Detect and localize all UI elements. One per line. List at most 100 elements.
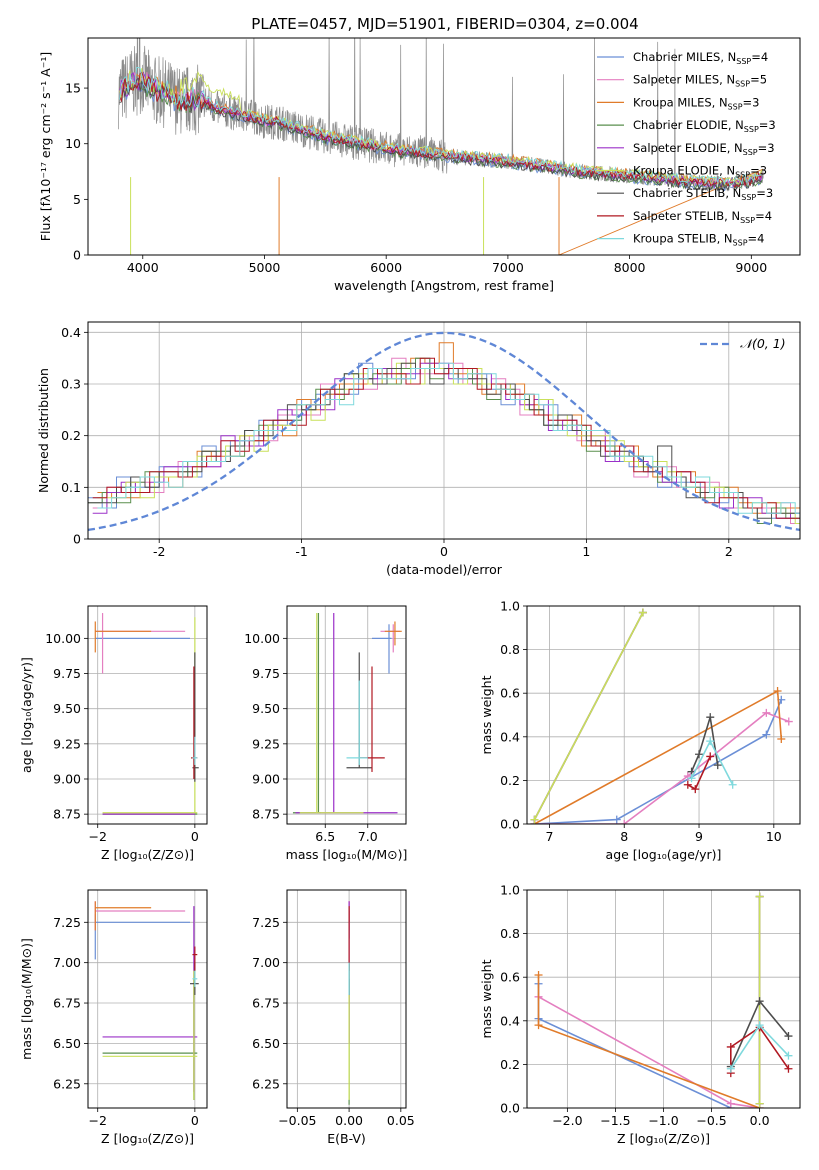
age-vs-mass-panel: 6.5 7.0 8.75 9.00 9.25 9.50 9.75 10.00 mass [log…	[244, 605, 407, 862]
legend-label-value: =3	[750, 164, 767, 178]
weight-marker-kroupa-stelib	[728, 780, 737, 789]
x-tick-label: 1	[582, 544, 590, 559]
y-tick-label: 0.2	[61, 428, 81, 443]
x-tick-label: 7	[545, 829, 553, 844]
y-tick-label: 9.25	[252, 736, 280, 751]
x-tick-label: −1.5	[600, 1113, 630, 1128]
weight-line-kroupa-elodie	[533, 612, 644, 820]
x-tick-label: −0.05	[278, 1113, 316, 1128]
x-axis-label: (data-model)/error	[386, 562, 503, 577]
y-tick-label: 7.00	[252, 955, 280, 970]
legend-label-kroupa-elodie: Kroupa ELODIE, NSSP=3	[633, 164, 767, 180]
legend-label-chabrier-miles: Chabrier MILES, NSSP=4	[633, 50, 768, 66]
legend-label-chabrier-stelib: Chabrier STELIB, NSSP=3	[633, 186, 773, 202]
y-tick-label: 0.2	[500, 773, 520, 788]
legend-label-value: =4	[751, 50, 768, 64]
weight-marker-salpeter-stelib	[691, 785, 700, 794]
histogram-step-salpeter-miles	[92, 357, 800, 524]
legend-label-subscript: SSP	[735, 171, 750, 180]
weight-marker-chabrier-miles	[612, 815, 621, 824]
weight-marker-chabrier-stelib	[706, 713, 715, 722]
y-tick-label: 0.2	[500, 1057, 520, 1072]
y-tick-label: 0.0	[500, 1101, 520, 1116]
y-tick-label: 0.4	[61, 325, 81, 340]
y-tick-label: 6.75	[252, 996, 280, 1011]
mass-vs-metallicity-panel: −2 0 6.25 6.50 6.75 7.00 7.25 Z [log₁₀(Z/Z⊙)] ma…	[19, 889, 208, 1146]
weight-marker-salpeter-miles	[726, 1099, 735, 1108]
model-spectrum-chabrier-stelib	[119, 77, 763, 192]
legend-label-text: Kroupa ELODIE, N	[633, 164, 735, 178]
x-axis-label: Z [log₁₀(Z/Z⊙)]	[617, 1131, 710, 1146]
legend-label-kroupa-stelib: Kroupa STELIB, NSSP=4	[633, 232, 764, 248]
x-tick-label: -2	[153, 544, 165, 559]
model-spectrum-kroupa-stelib	[119, 67, 763, 186]
y-tick-label: 5	[73, 192, 81, 207]
y-tick-label: 8.75	[53, 807, 81, 822]
legend-label-value: =4	[755, 209, 772, 223]
x-tick-label: 9	[695, 829, 703, 844]
plot-frame	[286, 889, 407, 1109]
spectrum-panel: 4000 5000 6000 7000 8000 9000 0 5 10 15 wavelength…	[38, 37, 801, 293]
y-axis-label: mass weight	[479, 675, 494, 754]
x-tick-label: 8000	[614, 260, 646, 275]
y-axis-label: mass weight	[479, 959, 494, 1038]
mass-vs-ebv-panel: −0.05 0.00 0.05 6.25 6.50 6.75 7.00 7.25 E(B-V)	[252, 889, 415, 1146]
y-tick-label: 10	[65, 136, 81, 151]
x-tick-label: 6000	[370, 260, 402, 275]
legend-label-text: Salpeter ELODIE, N	[633, 141, 743, 155]
x-tick-label: 0	[191, 829, 199, 844]
legend-label-salpeter-miles: Salpeter MILES, NSSP=5	[633, 73, 767, 89]
weight-marker-kroupa-miles	[534, 1021, 543, 1030]
weight-marker-chabrier-stelib	[784, 1032, 793, 1041]
y-axis-label: age [log₁₀(age/yr)]	[19, 657, 34, 773]
weight-marker-kroupa-miles	[773, 687, 782, 696]
legend-label-value: =4	[748, 232, 765, 246]
x-axis-label: E(B-V)	[327, 1131, 366, 1146]
legend-label-value: =3	[743, 95, 760, 109]
x-tick-label: 0.0	[750, 1113, 770, 1128]
plot-frame	[286, 605, 407, 825]
weight-marker-salpeter-miles	[784, 717, 793, 726]
y-tick-label: 10.00	[45, 631, 81, 646]
weight-marker-kroupa-elodie	[755, 892, 764, 901]
plot-frame	[87, 605, 208, 825]
weight-marker-salpeter-stelib	[706, 752, 715, 761]
legend-label-value: =5	[750, 73, 767, 87]
y-axis-label: Flux [fλ10⁻¹⁷ erg cm⁻² s⁻¹ A⁻¹]	[38, 52, 53, 241]
x-tick-label: −0.5	[696, 1113, 726, 1128]
y-tick-label: 6.25	[53, 1076, 81, 1091]
x-axis-label: Z [log₁₀(Z/Z⊙)]	[101, 1131, 194, 1146]
weight-marker-kroupa-stelib	[687, 774, 696, 783]
errorbar-plot-area	[292, 613, 402, 814]
y-tick-label: 9.00	[53, 771, 81, 786]
histogram-plot-area	[88, 331, 800, 532]
x-tick-label: −2	[88, 829, 106, 844]
y-tick-label: 0.0	[500, 817, 520, 832]
x-tick-label: -1	[295, 544, 307, 559]
x-tick-label: −2	[88, 1113, 106, 1128]
weight-marker-kroupa-stelib	[755, 1021, 764, 1030]
weight-marker-kroupa-elodie	[638, 608, 647, 617]
y-tick-label: 6.50	[53, 1036, 81, 1051]
y-tick-label: 1.0	[500, 599, 520, 614]
y-tick-label: 10.00	[244, 631, 280, 646]
legend-label-subscript: SSP	[736, 57, 751, 66]
spectrum-plot-area	[118, 38, 764, 255]
legend-label-value: =3	[759, 118, 776, 132]
weight-line-salpeter-miles	[534, 711, 790, 824]
legend-label-normal: 𝒩(0, 1)	[740, 336, 786, 351]
weight-marker-salpeter-stelib	[683, 780, 692, 789]
y-tick-label: 0.1	[61, 480, 81, 495]
x-tick-label: 7.0	[358, 829, 378, 844]
y-tick-label: 0.4	[500, 729, 520, 744]
weight-marker-chabrier-stelib	[695, 750, 704, 759]
weight-marker-kroupa-stelib	[784, 1051, 793, 1060]
x-tick-label: 8	[620, 829, 628, 844]
x-tick-label: 10	[766, 829, 782, 844]
y-tick-label: 8.75	[252, 807, 280, 822]
normal-distribution-curve	[88, 331, 800, 532]
x-tick-label: 9000	[735, 260, 767, 275]
histogram-step-salpeter-elodie	[92, 362, 800, 519]
y-tick-label: 0.8	[500, 642, 520, 657]
y-tick-label: 7.00	[53, 955, 81, 970]
